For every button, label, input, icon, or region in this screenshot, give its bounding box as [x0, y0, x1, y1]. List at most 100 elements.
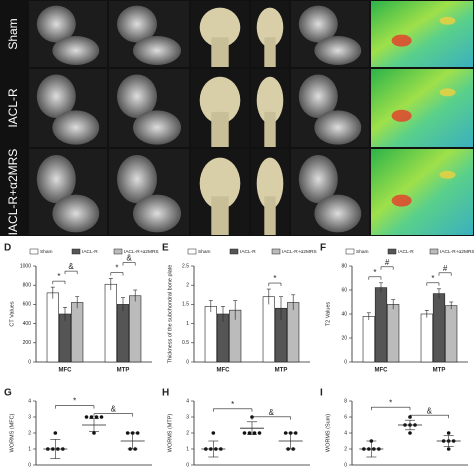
legend-swatch [113, 248, 123, 255]
row-label: IACL-R+α2MRS [6, 149, 20, 236]
bone-scan [314, 110, 362, 145]
y-axis-label: WORMS (MFC) [9, 413, 15, 452]
bone-render [211, 111, 229, 147]
legend-label: Sham [198, 249, 211, 255]
bone-scan [117, 74, 157, 119]
bone-render [264, 111, 276, 147]
y-tick-label: 0 [186, 359, 189, 365]
data-point [408, 431, 412, 435]
y-tick-label: 20 [341, 335, 347, 341]
panel-letter: D [4, 243, 11, 254]
data-point [92, 431, 96, 435]
row-label: Sham [6, 18, 20, 49]
data-point [89, 415, 94, 419]
x-tick-label: MTP [433, 368, 446, 374]
bone-scan [36, 5, 76, 43]
y-tick-label: 1 [186, 446, 189, 452]
legend-label: Sham [40, 249, 53, 255]
bone-scan [314, 194, 362, 233]
bone-render [256, 7, 284, 48]
x-tick-label: MTP [275, 368, 288, 374]
x-tick-label: MTP [117, 368, 130, 374]
heatmap-spot [391, 109, 412, 122]
y-tick-label: 2.5 [182, 263, 189, 269]
bar [116, 304, 130, 363]
y-tick-label: 1000 [20, 263, 31, 269]
bone-render [256, 157, 284, 210]
significance-mark: & [68, 262, 74, 271]
x-tick-label: MFC [217, 368, 231, 374]
bone-render [199, 7, 241, 48]
bone-scan [133, 110, 181, 145]
y-tick-label: 1 [186, 321, 189, 327]
significance-mark: # [443, 264, 448, 273]
legend-label: IACL-R [82, 249, 98, 255]
y-tick-label: 40 [341, 311, 347, 317]
legend-swatch [229, 248, 239, 255]
heatmap-spot [391, 34, 412, 47]
data-point [252, 431, 257, 435]
y-axis-label: WORMS (MTP) [167, 414, 173, 453]
y-tick-label: 1.5 [182, 302, 189, 308]
y-tick-label: 2 [344, 446, 347, 452]
y-tick-label: 0.5 [182, 340, 189, 346]
bone-scan [298, 155, 338, 204]
bone-render [199, 76, 241, 124]
y-tick-label: 4 [344, 430, 347, 436]
data-point [125, 431, 130, 435]
data-point [99, 415, 104, 419]
bone-scan [133, 194, 181, 233]
y-tick-label: 80 [341, 263, 347, 269]
legend-swatch [429, 248, 439, 255]
data-point [247, 431, 252, 435]
bone-render [211, 196, 229, 235]
bar [104, 283, 117, 363]
y-tick-label: 8 [344, 398, 347, 404]
bone-render [199, 157, 241, 210]
data-point [94, 415, 99, 419]
significance-mark: * [431, 274, 434, 283]
significance-mark: * [389, 398, 392, 407]
significance-mark: & [111, 405, 117, 414]
bone-scan [52, 110, 100, 145]
significance-mark: & [427, 406, 433, 415]
legend-swatch [345, 248, 355, 255]
significance-mark: * [115, 264, 118, 273]
y-tick-label: 2 [186, 283, 189, 289]
bone-scan [314, 35, 362, 66]
legend-label: Sham [356, 249, 369, 255]
y-tick-label: 60 [341, 287, 347, 293]
data-point [293, 431, 298, 435]
data-point [446, 447, 451, 451]
bone-scan [36, 155, 76, 204]
data-point [53, 431, 58, 435]
y-tick-label: 3 [186, 414, 189, 420]
legend-swatch [29, 248, 39, 255]
significance-mark: & [269, 408, 275, 417]
y-tick-label: 2 [186, 430, 189, 436]
panel-letter: H [162, 388, 169, 399]
bar [432, 293, 446, 363]
heatmap-spot [439, 170, 456, 179]
bar [71, 302, 84, 363]
y-axis-label: Thickness of the subchondral bone plate [167, 265, 173, 364]
bone-render [264, 196, 276, 235]
bar [58, 313, 72, 363]
y-tick-label: 200 [23, 340, 32, 346]
y-tick-label: 0 [28, 462, 31, 468]
heatmap-spot [439, 16, 456, 25]
data-point [446, 431, 451, 435]
heatmap-spot [439, 88, 456, 97]
data-point [257, 431, 262, 435]
bar [287, 302, 300, 363]
legend-swatch [271, 248, 281, 255]
significance-mark: * [73, 397, 76, 406]
legend-swatch [187, 248, 197, 255]
bar [262, 296, 275, 363]
bone-scan [133, 35, 181, 66]
heatmap-image [371, 149, 473, 235]
x-tick-label: MFC [375, 368, 389, 374]
data-point [242, 431, 247, 435]
y-tick-label: 0 [28, 359, 31, 365]
panel-letter: E [162, 243, 169, 254]
